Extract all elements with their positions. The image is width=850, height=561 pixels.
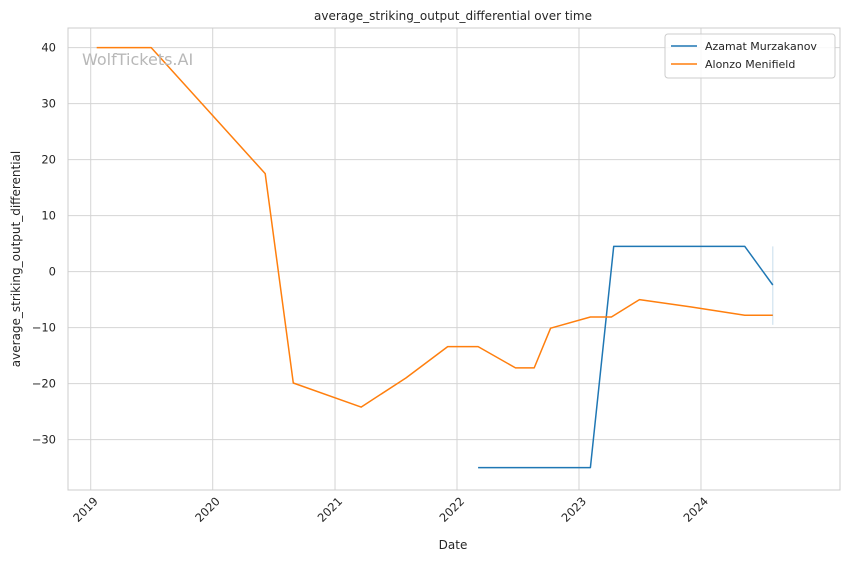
series-line-0 [478, 245, 774, 469]
y-tick-label: −30 [32, 433, 56, 447]
y-tick-label: 30 [41, 97, 56, 111]
chart-title: average_striking_output_differential ove… [314, 9, 592, 23]
series-line-1 [96, 46, 773, 408]
y-tick-label: 10 [41, 209, 56, 223]
legend: Azamat Murzakanov Alonzo Menifield [664, 33, 836, 79]
y-tick-label: 20 [41, 153, 56, 167]
y-tick-label: −20 [32, 377, 56, 391]
x-tick-label: 2022 [437, 494, 468, 525]
watermark: WolfTickets.AI [82, 50, 193, 69]
x-tick-label: 2021 [315, 494, 346, 525]
x-tick-label: 2024 [680, 494, 711, 525]
legend-box [664, 33, 836, 79]
plot-frame [67, 27, 841, 491]
x-tick-label: 2020 [192, 494, 223, 525]
y-axis-title: average_striking_output_differential [9, 151, 23, 367]
legend-label: Azamat Murzakanov [705, 40, 817, 53]
y-tick-label: −10 [32, 321, 56, 335]
axes: −30 −20 −10 0 10 20 30 40 2019 2020 2021 2022 2023 20… [32, 27, 841, 525]
x-tick-label: 2019 [70, 494, 101, 525]
grid [68, 28, 840, 490]
legend-label: Alonzo Menifield [705, 58, 795, 71]
x-axis-title: Date [439, 538, 468, 552]
x-tick-label: 2023 [559, 494, 590, 525]
y-tick-label: 40 [41, 41, 56, 55]
y-tick-label: 0 [49, 265, 56, 279]
series-layer [96, 46, 774, 469]
